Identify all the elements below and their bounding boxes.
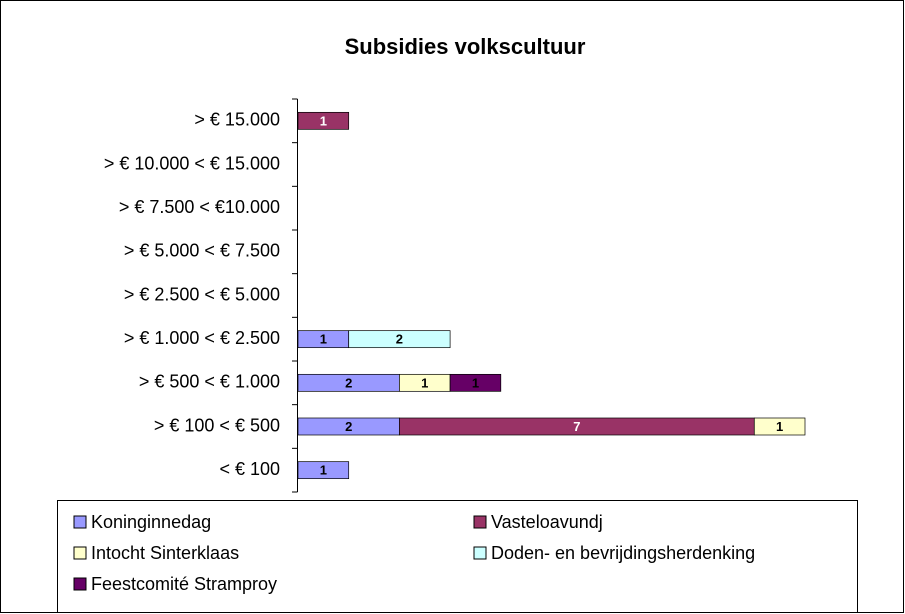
legend-label: Intocht Sinterklaas: [91, 543, 239, 563]
data-label: 2: [345, 419, 352, 434]
legend-box: [57, 500, 858, 613]
bar-segment: [449, 373, 502, 392]
legend-label: Vasteloavundj: [491, 512, 603, 532]
legend-swatch: [73, 577, 87, 591]
data-label: 7: [573, 419, 580, 434]
y-tick-label: > € 15.000: [194, 110, 280, 130]
data-label: 1: [320, 463, 327, 478]
legend-label: Koninginnedag: [91, 512, 211, 532]
bar-segment: [753, 417, 806, 436]
legend-swatch: [73, 546, 87, 560]
data-label: 2: [396, 332, 403, 347]
y-tick-label: > € 10.000 < € 15.000: [104, 153, 280, 173]
data-label: 1: [421, 375, 428, 390]
data-label: 2: [345, 375, 352, 390]
data-label: 1: [776, 419, 783, 434]
data-label: 1: [472, 375, 479, 390]
legend-label: Feestcomité Stramproy: [91, 574, 277, 594]
bar-segment: [348, 330, 451, 349]
legend-swatch: [473, 546, 487, 560]
bar-segment: [297, 461, 350, 480]
y-tick-label: > € 2.500 < € 5.000: [124, 284, 280, 304]
legend-swatch: [73, 515, 87, 529]
y-tick-label: > € 100 < € 500: [154, 415, 280, 435]
y-tick-label: > € 500 < € 1.000: [139, 372, 280, 392]
y-tick-label: > € 7.500 < €10.000: [119, 197, 280, 217]
data-label: 1: [320, 332, 327, 347]
y-tick-label: > € 5.000 < € 7.500: [124, 241, 280, 261]
legend-swatch: [473, 515, 487, 529]
legend-label: Doden- en bevrijdingsherdenking: [491, 543, 755, 563]
bar-segment: [297, 111, 350, 130]
y-tick-label: < € 100: [219, 459, 280, 479]
chart-title: Subsidies volkscultuur: [345, 34, 586, 59]
y-tick-label: > € 1.000 < € 2.500: [124, 328, 280, 348]
data-label: 1: [320, 113, 327, 128]
